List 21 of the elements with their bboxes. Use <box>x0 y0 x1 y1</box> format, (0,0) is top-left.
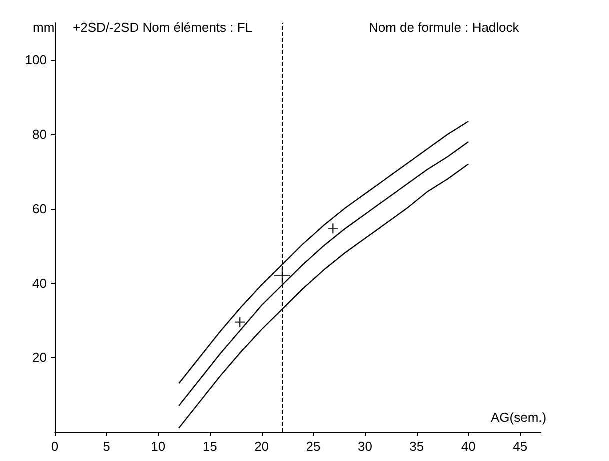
x-tick-label: 15 <box>202 439 218 454</box>
chart-title: +2SD/-2SD Nom éléments : FL <box>73 20 253 35</box>
x-tick-label: 20 <box>254 439 270 454</box>
x-tick-label: 30 <box>358 439 372 454</box>
y-tick-label: 40 <box>32 276 47 291</box>
y-axis-title: mm <box>33 20 55 35</box>
y-tick-label: 20 <box>32 350 47 366</box>
y-tick-label: 100 <box>25 52 47 68</box>
point <box>328 223 339 234</box>
x-tick-label: 45 <box>513 439 528 454</box>
x-tick-label: 35 <box>410 439 424 454</box>
y-tick-label: 80 <box>32 127 47 142</box>
point <box>234 316 246 328</box>
x-tick-label: 0 <box>51 439 59 454</box>
x-axis-title: AG(sem.) <box>491 410 547 425</box>
x-tick-label: 10 <box>151 439 166 454</box>
chart-subtitle: Nom de formule : Hadlock <box>369 20 520 35</box>
x-tick-label: 25 <box>306 439 321 454</box>
x-tick-label: 5 <box>103 439 110 454</box>
y-tick-label: 60 <box>32 201 47 216</box>
x-tick-label: 40 <box>461 439 476 454</box>
